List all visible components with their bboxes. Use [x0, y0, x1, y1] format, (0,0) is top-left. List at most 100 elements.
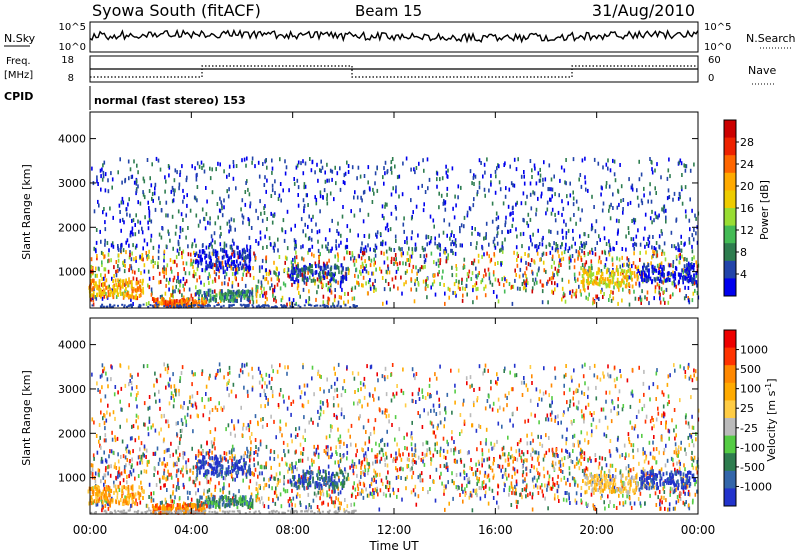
data-cell: [172, 286, 174, 290]
data-cell: [126, 213, 128, 217]
data-cell: [580, 293, 582, 297]
data-cell: [272, 184, 274, 188]
data-cell: [338, 492, 340, 496]
data-cell: [546, 252, 548, 256]
data-cell: [411, 277, 413, 281]
data-cell: [109, 304, 111, 306]
data-cell: [406, 236, 408, 240]
data-cell: [112, 216, 114, 220]
data-cell: [369, 247, 371, 251]
data-cell: [140, 481, 142, 485]
data-cell: [364, 377, 366, 381]
data-cell: [274, 288, 276, 292]
data-cell: [387, 223, 389, 227]
data-cell: [228, 277, 230, 281]
data-cell: [258, 241, 260, 245]
data-cell: [304, 392, 306, 396]
data-cell: [544, 454, 546, 458]
data-cell: [629, 290, 631, 294]
data-cell: [235, 276, 237, 280]
data-cell: [587, 273, 589, 277]
data-cell: [182, 200, 184, 204]
data-cell: [342, 205, 344, 209]
data-cell: [361, 256, 363, 260]
data-cell: [149, 176, 151, 180]
data-cell: [338, 404, 340, 408]
data-cell: [577, 278, 579, 282]
data-cell: [214, 263, 216, 267]
data-cell: [589, 269, 591, 273]
data-cell: [109, 207, 111, 211]
data-cell: [277, 497, 279, 501]
data-cell: [137, 462, 139, 466]
data-cell: [308, 289, 310, 293]
data-cell: [111, 186, 113, 190]
data-cell: [484, 194, 486, 198]
data-cell: [477, 232, 479, 236]
data-cell: [352, 486, 354, 490]
data-cell: [342, 279, 344, 283]
data-cell: [168, 424, 170, 428]
data-cell: [353, 305, 355, 307]
data-cell: [416, 277, 418, 281]
data-cell: [128, 197, 130, 201]
data-cell: [139, 304, 141, 306]
data-cell: [354, 274, 356, 278]
data-cell: [564, 169, 566, 173]
data-cell: [655, 491, 657, 495]
data-cell: [94, 209, 96, 213]
data-cell: [355, 495, 357, 499]
data-cell: [589, 411, 591, 415]
data-cell: [101, 277, 103, 281]
data-cell: [384, 261, 386, 265]
data-cell: [626, 284, 628, 288]
data-cell: [484, 474, 486, 478]
data-cell: [152, 423, 154, 427]
data-cell: [295, 427, 297, 431]
data-cell: [242, 433, 244, 437]
data-cell: [538, 267, 540, 271]
data-cell: [523, 191, 525, 195]
data-cell: [299, 426, 301, 430]
data-cell: [693, 373, 695, 377]
data-cell: [232, 284, 234, 288]
data-cell: [290, 228, 292, 232]
data-cell: [539, 242, 541, 246]
data-cell: [196, 173, 198, 177]
data-cell: [442, 176, 444, 180]
data-cell: [473, 197, 475, 201]
data-cell: [561, 166, 563, 170]
data-cell: [119, 219, 121, 223]
data-cell: [617, 302, 619, 306]
data-cell: [206, 246, 208, 250]
data-cell: [320, 276, 322, 280]
data-cell: [563, 257, 565, 261]
data-cell: [142, 246, 144, 250]
data-cell: [634, 242, 636, 246]
data-cell: [428, 235, 430, 239]
data-cell: [113, 245, 115, 249]
data-cell: [246, 273, 248, 277]
data-cell: [131, 285, 133, 289]
data-cell: [344, 173, 346, 177]
data-cell: [571, 376, 573, 380]
data-cell: [220, 248, 222, 252]
data-cell: [283, 488, 285, 492]
data-cell: [226, 244, 228, 248]
data-cell: [411, 431, 413, 435]
data-cell: [423, 280, 425, 284]
data-cell: [257, 216, 259, 220]
data-cell: [632, 184, 634, 188]
data-cell: [449, 288, 451, 292]
data-cell: [469, 270, 471, 274]
data-cell: [374, 249, 376, 253]
data-cell: [252, 297, 254, 301]
data-cell: [461, 460, 463, 464]
data-cell: [681, 173, 683, 177]
colorbar-segment: [724, 155, 736, 173]
data-cell: [591, 273, 593, 277]
data-cell: [566, 194, 568, 198]
data-cell: [387, 256, 389, 260]
data-cell: [579, 246, 581, 250]
data-cell: [651, 161, 653, 165]
